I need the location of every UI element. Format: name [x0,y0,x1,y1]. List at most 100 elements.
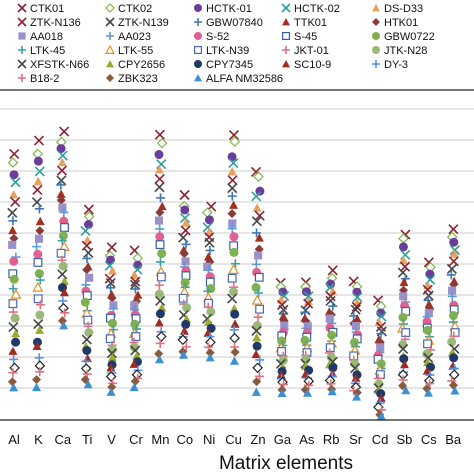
legend-marker [18,32,26,40]
data-point [33,249,43,259]
data-point [448,310,458,320]
data-point [205,336,216,348]
data-point [251,349,261,359]
data-point [130,319,140,329]
data-point [83,379,93,389]
data-point [423,325,433,335]
data-point [376,326,387,337]
data-point [179,189,190,201]
data-point [179,249,189,259]
data-point [59,287,69,297]
legend-marker [372,4,380,12]
data-point [228,263,240,274]
data-point [254,210,265,221]
data-point [179,326,189,335]
data-point [80,225,91,236]
data-point [301,287,311,297]
data-point [7,157,19,168]
data-point [56,165,68,176]
data-point [181,239,191,249]
data-point [108,266,118,275]
legend-marker [17,59,27,69]
data-point [304,380,314,390]
data-point [10,288,22,299]
data-point [35,216,45,226]
data-point [303,298,314,309]
x-tick-label: K [34,432,43,447]
legend-label: LTK-45 [30,45,65,57]
data-point [106,348,118,359]
x-tick-label: Ca [54,432,71,447]
data-point [349,337,359,347]
data-point [251,259,261,269]
data-point [181,218,191,227]
data-point [376,393,386,402]
data-point [155,207,165,217]
data-point [251,294,263,305]
data-point [9,274,19,284]
data-point [56,248,66,258]
data-point [449,249,459,258]
data-point [179,350,189,359]
data-point [350,304,361,315]
data-point [82,265,92,275]
data-point [203,317,213,326]
legend-label: XFSTK-N66 [30,59,89,71]
legend-label: B18-2 [30,73,59,85]
legend-label: S-45 [294,31,317,43]
data-point [229,247,239,257]
data-point [230,259,240,269]
data-point [130,376,140,386]
data-point [34,204,44,214]
data-point [255,355,265,365]
data-point [83,204,94,215]
data-point [179,213,191,224]
data-point [56,189,66,198]
x-tick-label: V [107,432,116,447]
data-point [252,333,262,342]
legend-marker [194,18,202,26]
data-point [424,309,433,318]
legend-label: LTK-55 [118,45,153,57]
data-point [34,269,44,279]
legend-marker [282,46,290,54]
data-point [180,205,190,215]
data-point [182,303,192,313]
x-tick-label: Sb [396,432,412,447]
data-point [35,325,45,334]
data-point [227,152,237,162]
data-point [155,295,166,307]
data-point [107,382,117,392]
data-point [105,278,116,289]
legend: 7223aCTK01CTK02HCTK-01HCTK-02DS-D33126ZT… [17,3,435,85]
x-tick-label: Ni [203,432,215,447]
data-point [352,388,362,398]
data-point [155,331,167,342]
data-point [254,233,264,242]
data-point [205,353,215,362]
x-tick-label: Zn [250,432,265,447]
data-point [376,389,386,399]
data-point [181,342,191,352]
data-point [327,330,337,340]
data-point [352,292,363,303]
data-point [58,261,68,271]
data-point [181,319,191,329]
data-point [425,379,435,389]
data-point [450,328,460,338]
data-point [154,349,164,359]
data-point [277,347,287,356]
data-point [80,363,92,374]
data-point [57,157,67,167]
data-point [8,284,18,294]
data-point [154,129,165,140]
data-point [107,293,117,303]
legend-marker [17,17,27,27]
data-point [155,240,165,250]
data-point [253,171,264,183]
data-point [155,338,165,348]
data-point [399,292,408,301]
data-point [399,277,409,287]
data-point [227,273,237,283]
data-point [204,237,215,248]
